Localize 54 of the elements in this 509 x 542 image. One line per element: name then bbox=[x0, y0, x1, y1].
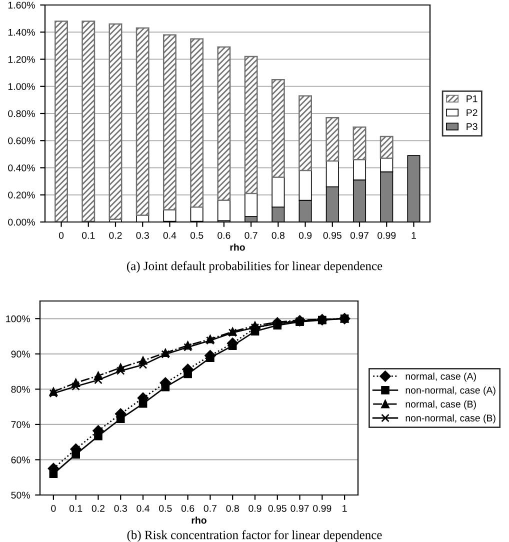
x-tick-label: 0.97 bbox=[290, 504, 309, 512]
x-tick-label: 0.2 bbox=[92, 504, 104, 512]
legend-label: non-normal, case (A) bbox=[406, 386, 496, 396]
y-tick-label: 50% bbox=[11, 492, 30, 499]
x-tick-label: 0.3 bbox=[136, 232, 149, 239]
x-tick-label: 0.2 bbox=[109, 232, 122, 239]
y-tick-label: 1.00% bbox=[8, 83, 35, 90]
y-tick-label: 60% bbox=[11, 456, 30, 464]
x-tick-label: 1 bbox=[412, 232, 416, 239]
legend-label: P1 bbox=[466, 95, 478, 102]
x-tick-label: 0.3 bbox=[114, 504, 127, 512]
y-tick-label: 0.80% bbox=[8, 110, 35, 118]
legend-label: P2 bbox=[466, 109, 478, 116]
legend-label: normal, case (B) bbox=[406, 400, 476, 410]
x-tick-label: 1 bbox=[342, 505, 347, 512]
x-tick-label: 0.95 bbox=[268, 504, 286, 512]
x-tick-label: 0.4 bbox=[136, 504, 150, 512]
x-tick-label: 0.6 bbox=[218, 232, 230, 239]
x-tick-label: 0.8 bbox=[226, 504, 239, 512]
x-tick-label: 0.95 bbox=[323, 232, 342, 239]
x-tick-label: 0.6 bbox=[181, 504, 194, 512]
x-tick-label: 0 bbox=[58, 232, 64, 239]
y-tick-label: 0.60% bbox=[8, 137, 35, 144]
x-tick-label: 0.1 bbox=[69, 504, 82, 512]
y-tick-label: 1.20% bbox=[8, 56, 35, 63]
y-tick-label: 0.20% bbox=[8, 192, 35, 198]
x-axis-title: rho bbox=[192, 516, 206, 524]
x-axis-title: rho bbox=[230, 244, 245, 251]
y-tick-label: 0.40% bbox=[8, 164, 35, 172]
y-tick-label: 1.40% bbox=[8, 28, 35, 36]
x-tick-label: 0.9 bbox=[298, 232, 312, 239]
text: (a) Joint default probabilities for linear dependence bbox=[126, 261, 382, 273]
x-tick-label: 0.5 bbox=[159, 504, 172, 512]
x-tick-label: 0.5 bbox=[190, 232, 204, 239]
legend-label: non-normal, case (B) bbox=[406, 414, 496, 424]
legend-label: normal, case (A) bbox=[406, 372, 476, 382]
x-tick-label: 0.97 bbox=[350, 232, 368, 239]
y-tick-label: 100% bbox=[6, 315, 30, 322]
y-tick-label: 0.00% bbox=[8, 218, 35, 226]
x-tick-label: 0 bbox=[51, 504, 56, 512]
y-tick-label: 70% bbox=[11, 421, 30, 428]
x-tick-label: 0.99 bbox=[313, 504, 332, 512]
y-tick-label: 1.60% bbox=[8, 2, 35, 9]
y-tick-label: 80% bbox=[11, 386, 30, 393]
text: (b) Risk concentration factor for linear dependence bbox=[127, 530, 382, 542]
legend-label: P3 bbox=[466, 123, 478, 130]
x-tick-label: 0.4 bbox=[163, 232, 176, 239]
x-tick-label: 0.1 bbox=[82, 232, 95, 239]
x-tick-label: 0.9 bbox=[248, 504, 262, 512]
y-tick-label: 90% bbox=[11, 350, 30, 358]
x-tick-label: 0.99 bbox=[378, 232, 396, 239]
x-tick-label: 0.8 bbox=[272, 232, 285, 239]
x-tick-label: 0.7 bbox=[244, 232, 258, 239]
x-tick-label: 0.7 bbox=[204, 504, 216, 512]
